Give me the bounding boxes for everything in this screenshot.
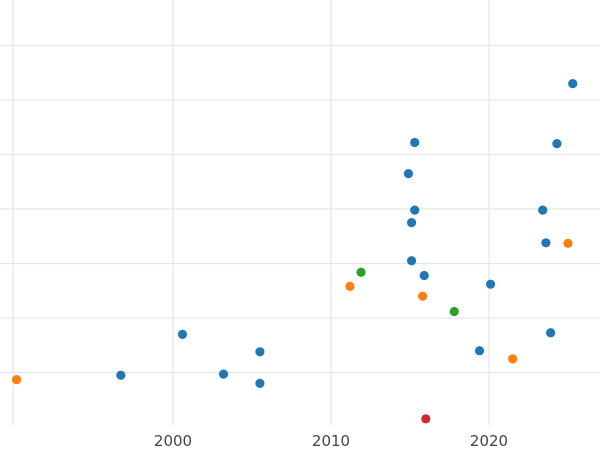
data-point-s2-0 [356,267,366,277]
x-tick-label-0: 2000 [154,432,192,450]
data-point-s0-0 [116,370,126,380]
data-point-s1-3 [508,354,518,364]
data-point-s0-5 [403,168,414,179]
data-point-s1-4 [563,238,573,248]
data-point-s2-1 [449,306,459,317]
data-point-s0-15 [546,328,556,338]
data-point-s1-2 [418,291,428,301]
data-point-s0-16 [552,139,562,149]
data-point-s1-1 [345,281,355,291]
data-point-s0-17 [568,79,578,89]
data-point-s0-3 [255,347,265,357]
data-points [11,79,578,424]
data-point-s0-9 [406,256,417,266]
data-point-s0-11 [474,346,485,356]
x-tick-label-1: 2010 [312,432,350,450]
data-point-s0-13 [538,205,548,215]
data-point-s3-0 [421,414,431,424]
data-point-s0-7 [410,137,420,148]
data-point-s0-10 [419,270,429,281]
data-point-s0-2 [218,369,229,379]
data-point-s0-1 [177,329,188,339]
data-point-s0-8 [410,205,420,215]
data-point-s0-12 [485,279,496,289]
x-tick-label-2: 2020 [470,432,508,450]
data-point-s1-0 [11,374,22,385]
data-point-s0-4 [255,378,265,388]
grid [0,0,600,425]
x-axis-ticks: 2000 2010 2020 [154,432,508,450]
data-point-s0-14 [541,238,551,248]
data-point-s0-6 [406,218,417,228]
